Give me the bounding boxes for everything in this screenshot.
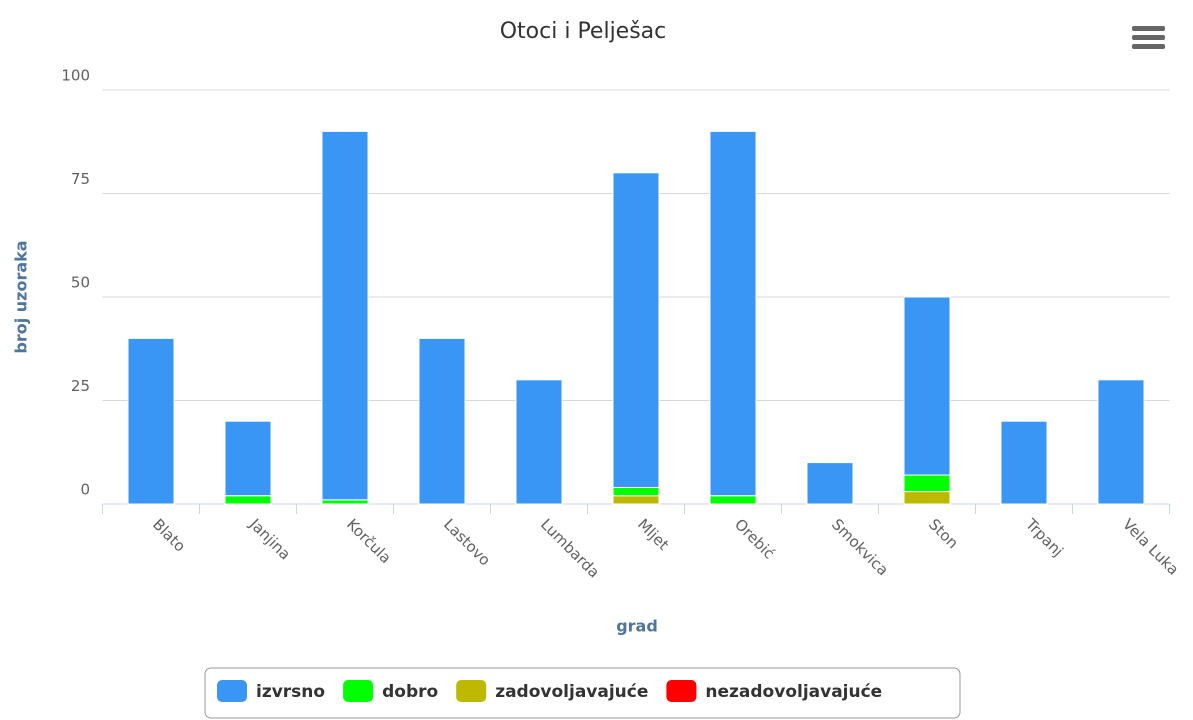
- y-tick-label: 100: [61, 67, 90, 85]
- legend-label: nezadovoljavajuće: [705, 682, 882, 702]
- x-tick-label: Janjina: [245, 515, 294, 564]
- x-tick-label: Smokvica: [828, 515, 892, 579]
- legend-item[interactable]: zadovoljavajuće: [456, 680, 648, 702]
- x-tick-label: Blato: [149, 515, 189, 555]
- y-tick-label: 50: [71, 274, 90, 292]
- legend-box: [204, 667, 961, 719]
- bar-segment: [1097, 379, 1145, 505]
- bar-segment: [612, 495, 660, 505]
- bar-segment: [515, 379, 563, 505]
- x-axis-title: grad: [616, 617, 658, 636]
- bar-segment: [903, 296, 951, 476]
- bar-segment: [321, 130, 369, 501]
- x-tick-label: Orebić: [731, 515, 778, 562]
- y-axis-title: broj uzoraka: [12, 240, 31, 353]
- legend-swatch: [343, 680, 374, 702]
- x-tick-label: Korčula: [343, 515, 395, 567]
- menu-button[interactable]: [1132, 26, 1165, 49]
- bar-segment: [127, 337, 175, 505]
- x-tick-label: Lastovo: [440, 515, 494, 569]
- y-tick-label: 25: [71, 377, 90, 395]
- bar-segment: [709, 130, 757, 497]
- bar-segment: [903, 491, 951, 505]
- legend-swatch: [217, 680, 247, 702]
- legend-swatch: [456, 680, 487, 702]
- bar-segment: [1000, 420, 1048, 505]
- y-tick-label: 75: [71, 170, 90, 188]
- legend-label: dobro: [382, 682, 438, 702]
- bar-segment: [903, 474, 951, 493]
- bar-segment: [709, 495, 757, 505]
- bar-segment: [224, 420, 272, 497]
- bar-segment: [612, 172, 660, 488]
- chart-title: Otoci i Pelješac: [500, 19, 667, 44]
- bar-segment: [321, 499, 369, 505]
- bar-segment: [806, 462, 854, 505]
- bar-segment: [224, 495, 272, 505]
- legend-item[interactable]: dobro: [343, 680, 438, 702]
- y-tick-label: 0: [80, 481, 90, 499]
- x-tick-label: Mljet: [634, 515, 673, 554]
- legend-label: zadovoljavajuće: [495, 682, 648, 702]
- legend-swatch: [666, 680, 697, 702]
- x-tick-label: Ston: [925, 515, 962, 552]
- legend-item[interactable]: izvrsno: [217, 680, 325, 702]
- bar-segment: [612, 486, 660, 497]
- x-tick-label: Lumbarda: [537, 515, 603, 581]
- x-tick-label: Vela Luka: [1119, 515, 1182, 578]
- legend-label: izvrsno: [256, 682, 325, 702]
- x-tick-label: Trpanj: [1021, 515, 1067, 561]
- bar-segment: [418, 337, 466, 505]
- legend-item[interactable]: nezadovoljavajuće: [666, 680, 882, 702]
